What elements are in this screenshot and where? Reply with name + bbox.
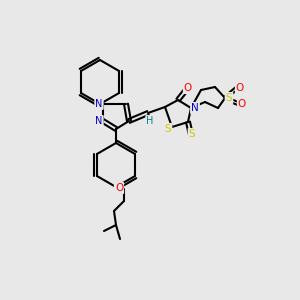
- Text: O: O: [115, 183, 123, 193]
- Text: H: H: [146, 116, 154, 126]
- Text: O: O: [236, 83, 244, 93]
- Text: N: N: [95, 99, 103, 109]
- Text: N: N: [95, 116, 103, 126]
- Text: N: N: [191, 103, 199, 113]
- Text: O: O: [184, 83, 192, 93]
- Text: S: S: [165, 124, 171, 134]
- Text: S: S: [226, 93, 232, 103]
- Text: S: S: [189, 129, 195, 139]
- Text: O: O: [238, 99, 246, 109]
